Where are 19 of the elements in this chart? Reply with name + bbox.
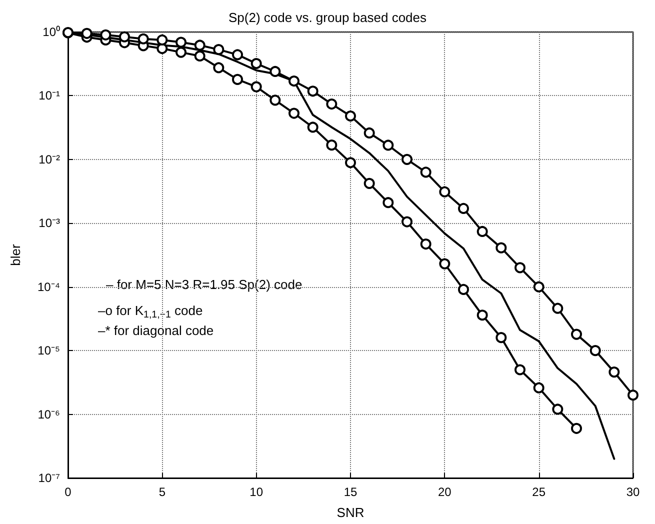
y-tick-label: 10⁻⁵ [38, 344, 60, 358]
chart-title: Sp(2) code vs. group based codes [228, 10, 427, 25]
x-tick-label: 20 [438, 485, 452, 499]
x-axis-title: SNR [336, 505, 364, 520]
x-tick-label: 0 [64, 485, 72, 499]
y-tick-label: 10⁰ [42, 25, 60, 39]
y-tick-label: 10⁻⁷ [38, 471, 60, 485]
y-axis-title: bler [8, 243, 23, 266]
x-tick-label: 25 [532, 485, 546, 499]
y-tick-label: 10⁻⁶ [38, 407, 60, 422]
x-tick-label: 10 [250, 485, 264, 499]
annotation: –* for diagonal code [98, 323, 214, 338]
x-tick-label: 30 [626, 485, 640, 499]
y-tick-label: 10⁻¹ [38, 88, 60, 103]
y-tick-label: 10⁻⁴ [37, 280, 60, 294]
x-tick-label: 5 [158, 485, 166, 499]
y-tick-label: 10⁻² [38, 152, 60, 166]
x-tick-label: 15 [344, 485, 358, 499]
y-tick-label: 10⁻³ [38, 216, 60, 230]
